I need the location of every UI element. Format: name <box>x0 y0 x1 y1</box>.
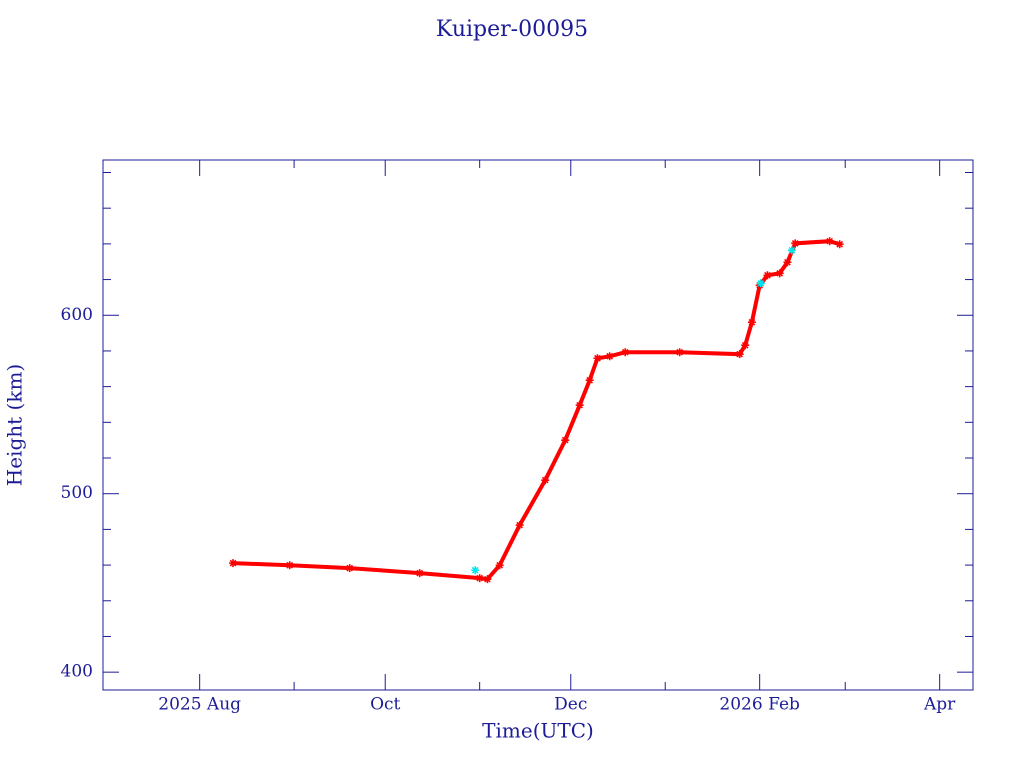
data-point <box>483 575 492 584</box>
data-point <box>791 239 800 248</box>
data-point <box>825 237 834 246</box>
data-point <box>675 348 684 357</box>
y-tick-label: 600 <box>61 305 93 325</box>
x-tick-label: Oct <box>370 695 400 715</box>
data-point <box>471 566 480 575</box>
data-point <box>495 561 504 570</box>
data-point <box>621 348 630 357</box>
x-tick-label: 2025 Aug <box>158 695 241 715</box>
x-tick-label: 2026 Feb <box>719 695 800 715</box>
data-point <box>783 258 792 267</box>
data-point <box>835 240 844 249</box>
x-axis-label: Time(UTC) <box>482 719 594 743</box>
plot-frame <box>102 159 974 691</box>
y-tick-label: 500 <box>61 483 93 503</box>
data-point <box>741 341 750 350</box>
data-point <box>345 564 354 573</box>
data-point <box>735 350 744 359</box>
data-point <box>415 569 424 578</box>
x-tick-label: Dec <box>554 695 587 715</box>
x-tick-label: Apr <box>923 695 956 715</box>
data-point <box>787 246 796 255</box>
data-point <box>515 521 524 530</box>
data-point <box>756 279 765 288</box>
chart-title: Kuiper-00095 <box>436 17 588 42</box>
data-point <box>593 354 602 363</box>
data-point <box>575 401 584 410</box>
data-point <box>747 318 756 327</box>
data-point <box>775 269 784 278</box>
data-point <box>585 376 594 385</box>
data-point <box>285 561 294 570</box>
data-point <box>541 476 550 485</box>
data-point <box>561 436 570 445</box>
y-axis-label: Height (km) <box>3 364 27 486</box>
data-point <box>475 574 484 583</box>
data-point <box>763 271 772 280</box>
y-tick-label: 400 <box>61 662 93 682</box>
data-point <box>229 559 237 568</box>
data-trace <box>232 239 841 582</box>
data-point <box>605 352 614 361</box>
